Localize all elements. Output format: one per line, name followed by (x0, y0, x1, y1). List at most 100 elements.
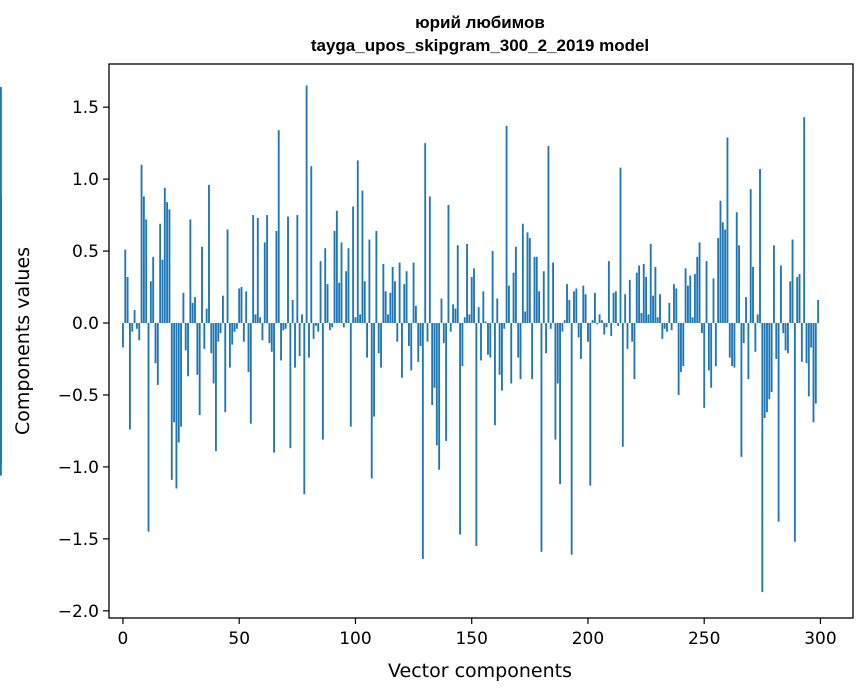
bar (231, 323, 234, 345)
bar (605, 323, 608, 328)
bar (784, 323, 787, 351)
bar (366, 323, 368, 358)
bar (405, 271, 408, 324)
bar (761, 323, 764, 593)
bar (570, 323, 573, 555)
bar (403, 284, 406, 324)
bar (670, 323, 673, 331)
x-tick-label: 0 (118, 629, 129, 649)
bar (768, 323, 771, 400)
bar (233, 323, 236, 332)
bar (633, 323, 636, 380)
bar (201, 246, 203, 324)
bar (445, 323, 448, 441)
bar (507, 285, 510, 324)
bar (287, 216, 289, 324)
x-tick-label: 250 (688, 629, 720, 649)
bar (280, 323, 282, 361)
bar (340, 242, 343, 324)
bar (582, 285, 585, 324)
bar (417, 323, 420, 362)
bar (480, 323, 482, 361)
bar (356, 160, 359, 324)
x-tick-label: 300 (804, 629, 836, 649)
chart-title: юрий любимов (415, 13, 545, 32)
bar (584, 294, 587, 324)
bar (603, 323, 606, 335)
bar (791, 239, 794, 324)
bar (663, 323, 666, 329)
bar (540, 323, 543, 552)
bar (452, 304, 455, 324)
bar (175, 323, 178, 489)
y-tick-label: −0.5 (58, 386, 99, 406)
bar (631, 323, 634, 342)
bar (531, 323, 534, 380)
bar (212, 323, 215, 384)
bar (705, 261, 708, 324)
bar (812, 323, 815, 423)
bar (391, 266, 394, 324)
bar (426, 323, 429, 342)
bar (380, 323, 382, 368)
bar (498, 323, 501, 375)
bar (654, 266, 657, 324)
bar (793, 323, 796, 542)
bar (598, 314, 601, 324)
bar (714, 323, 717, 367)
bar (222, 295, 224, 324)
bar (180, 323, 182, 427)
bar (673, 284, 675, 324)
bar (786, 323, 789, 354)
bar (438, 323, 441, 470)
bar (431, 323, 434, 406)
bar (345, 271, 348, 324)
bar (800, 323, 803, 362)
bar (247, 323, 250, 372)
bar (754, 323, 757, 352)
bar (731, 323, 734, 367)
bar (124, 249, 127, 324)
bar (756, 314, 759, 324)
bar (326, 284, 329, 324)
bar (528, 238, 531, 324)
bar (349, 323, 352, 427)
bar (484, 321, 487, 324)
bar (524, 311, 527, 324)
bar (647, 314, 650, 324)
bar (315, 323, 317, 326)
bar (533, 256, 536, 324)
bar (733, 323, 736, 368)
bar (410, 323, 413, 371)
bar (542, 271, 545, 324)
bar (140, 164, 143, 324)
bar (261, 323, 264, 341)
bar (312, 323, 315, 339)
bar (412, 262, 415, 324)
bar (796, 276, 799, 324)
bar (719, 200, 722, 324)
bar (296, 215, 299, 324)
bar (398, 262, 401, 324)
bar (308, 323, 310, 358)
bar (338, 282, 341, 324)
bar (775, 323, 778, 359)
bar (228, 323, 231, 368)
bar (807, 323, 810, 397)
bar (477, 307, 480, 324)
bar (277, 130, 280, 324)
bar (566, 284, 568, 324)
bar (268, 323, 271, 344)
bar (310, 166, 313, 324)
bar (184, 323, 187, 351)
bar (424, 143, 427, 324)
bar (468, 314, 471, 324)
bar (789, 281, 792, 324)
bar (728, 323, 731, 358)
bar (494, 323, 496, 426)
bar (259, 317, 262, 324)
bar (742, 323, 745, 344)
bar (649, 243, 652, 324)
bar (428, 196, 431, 324)
bar (133, 310, 136, 324)
